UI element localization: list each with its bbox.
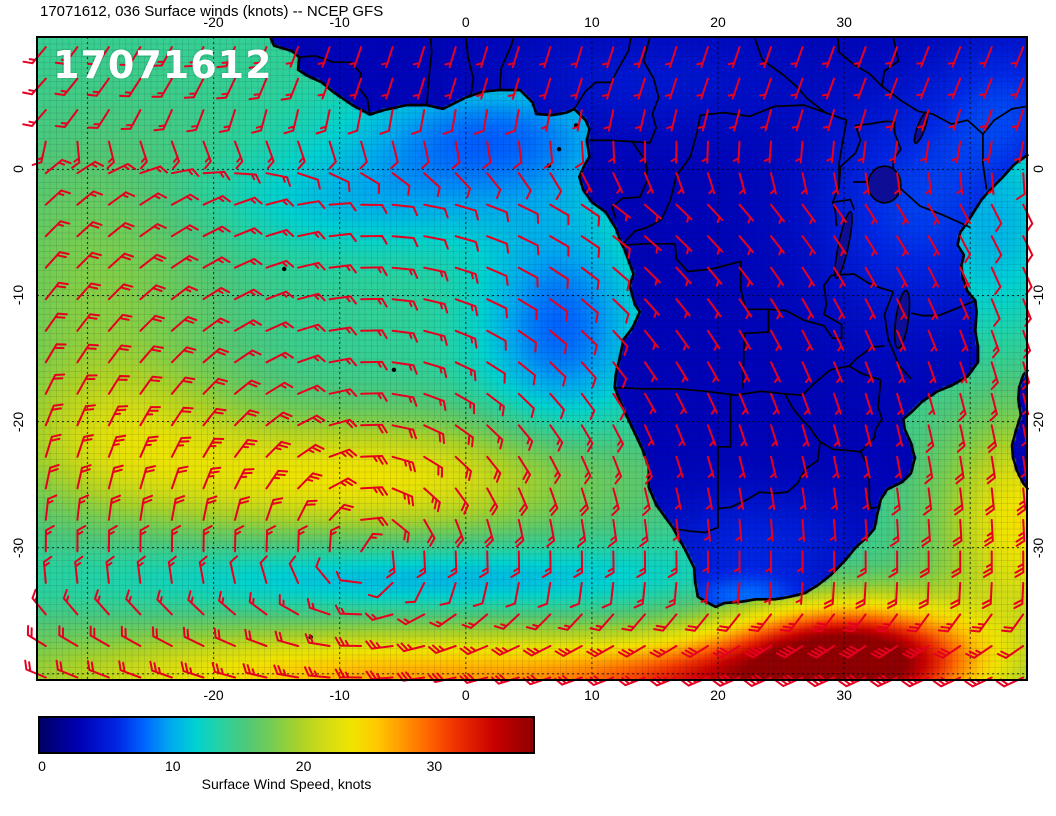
country-border [982, 105, 1028, 190]
country-border [673, 508, 719, 534]
x-tick-label-bottom: 0 [461, 687, 470, 703]
country-border [573, 36, 632, 110]
colorbar-tick-label: 0 [38, 758, 46, 774]
x-tick-label-top: -20 [203, 14, 224, 30]
country-border [832, 198, 855, 210]
island-dot [391, 367, 397, 372]
country-border [848, 345, 885, 367]
country-border [892, 121, 902, 182]
country-border [883, 291, 912, 380]
country-border [299, 55, 371, 115]
y-tick-label-left: -10 [10, 285, 26, 306]
country-border [768, 273, 855, 340]
country-border [859, 379, 883, 453]
country-border [624, 242, 770, 389]
colorbar-tick-label: 20 [295, 758, 312, 774]
country-border [498, 36, 515, 91]
country-border [425, 36, 433, 106]
x-tick-label-top: 0 [461, 14, 470, 30]
x-tick-label-top: 10 [584, 14, 600, 30]
country-border [753, 36, 826, 114]
x-tick-label-bottom: -20 [203, 687, 224, 703]
country-border [853, 273, 894, 293]
africa-coastline [269, 36, 1030, 609]
y-tick-label-left: -20 [10, 411, 26, 432]
colorbar-label: Surface Wind Speed, knots [201, 776, 372, 792]
x-tick-label-bottom: 30 [836, 687, 852, 703]
country-border [464, 36, 475, 97]
y-tick-label-right: 0 [1030, 165, 1046, 174]
plot-title: 17071612, 036 Surface winds (knots) -- N… [40, 3, 384, 20]
y-tick-label-left: 0 [10, 165, 26, 174]
x-tick-label-bottom: 10 [584, 687, 600, 703]
madagascar-coastline [1010, 368, 1030, 491]
x-tick-label-bottom: -10 [329, 687, 350, 703]
run-timestamp-overlay: 17071612 [53, 43, 273, 87]
y-tick-label-right: -30 [1030, 537, 1046, 558]
colorbar [38, 716, 535, 754]
country-border [717, 395, 732, 509]
wind-barbs [22, 46, 1034, 688]
y-tick-label-left: -30 [10, 537, 26, 558]
x-tick-label-top: 30 [836, 14, 852, 30]
island-dot [556, 147, 562, 152]
island-dot [282, 266, 287, 272]
country-border [859, 451, 878, 510]
country-border [621, 115, 702, 246]
plot-frame [36, 36, 1028, 681]
country-border [819, 440, 861, 453]
x-tick-label-top: 20 [710, 14, 726, 30]
country-border [589, 36, 660, 144]
country-border [614, 386, 785, 396]
x-tick-label-bottom: 20 [710, 687, 726, 703]
country-border [717, 441, 822, 510]
country-border [831, 120, 848, 227]
country-border [784, 393, 821, 443]
y-tick-label-right: -10 [1030, 285, 1046, 306]
y-tick-label-right: -20 [1030, 411, 1046, 432]
lake [867, 165, 902, 204]
country-border [784, 365, 881, 396]
x-tick-label-top: -10 [329, 14, 350, 30]
colorbar-tick-label: 30 [426, 758, 443, 774]
country-border [838, 120, 895, 188]
colorbar-tick-label: 10 [164, 758, 181, 774]
country-border [881, 36, 919, 113]
